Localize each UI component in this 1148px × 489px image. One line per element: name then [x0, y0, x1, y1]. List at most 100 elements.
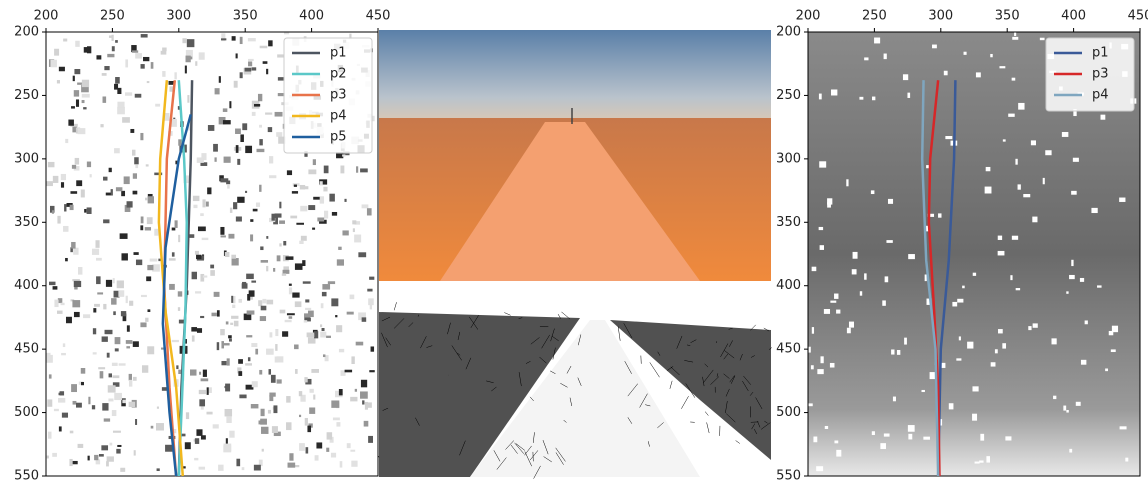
- background-pixel: [232, 295, 236, 304]
- background-pixel: [224, 252, 230, 258]
- mesh: [374, 302, 773, 479]
- background-pixel: [191, 271, 198, 280]
- y-tick-label: 450: [776, 342, 801, 357]
- background-pixel: [235, 216, 242, 222]
- background-pixel: [367, 288, 373, 292]
- background-pixel: [81, 85, 89, 93]
- mesh-edge: [726, 413, 736, 423]
- background-pixel: [53, 408, 59, 412]
- mesh-edge: [755, 397, 763, 410]
- background-pixel: [73, 90, 80, 97]
- background-pixel: [251, 67, 257, 71]
- background-pixel: [261, 426, 269, 434]
- mesh-edge: [385, 337, 391, 346]
- background-pixel: [300, 235, 307, 241]
- background-pixel: [83, 314, 91, 319]
- background-pixel: [230, 322, 234, 325]
- background-pixel: [80, 368, 86, 374]
- background-pixel: [185, 55, 191, 63]
- background-pixel: [306, 332, 315, 338]
- background-pixel: [191, 327, 198, 332]
- background-pixel: [1110, 349, 1116, 353]
- background-pixel: [224, 408, 233, 417]
- background-pixel: [50, 205, 55, 213]
- background-pixel: [126, 201, 133, 208]
- background-pixel: [155, 103, 161, 107]
- background-pixel: [121, 253, 128, 261]
- background-pixel: [308, 423, 313, 428]
- background-pixel: [222, 108, 228, 112]
- background-pixel: [836, 309, 841, 314]
- background-pixel: [131, 45, 137, 53]
- mesh-edge: [555, 452, 564, 465]
- background-pixel: [233, 202, 238, 210]
- background-pixel: [1079, 277, 1085, 282]
- background-pixel: [161, 387, 167, 391]
- background-pixel: [997, 235, 1003, 240]
- background-pixel: [285, 256, 294, 260]
- mesh-edge: [676, 335, 683, 349]
- background-pixel: [823, 309, 831, 314]
- mesh-edge: [706, 422, 710, 434]
- background-pixel: [152, 264, 160, 272]
- background-pixel: [81, 100, 85, 104]
- mesh-edge: [657, 422, 664, 429]
- mesh-edge: [751, 423, 756, 430]
- series-line: [936, 80, 957, 477]
- y-tick-label: 300: [776, 151, 801, 166]
- background-pixel: [176, 365, 179, 370]
- background-pixel: [1119, 197, 1126, 202]
- background-pixel: [183, 175, 191, 184]
- background-pixel: [140, 34, 148, 38]
- background-pixel: [83, 107, 87, 110]
- background-pixel: [974, 461, 980, 464]
- mesh-edge: [524, 445, 532, 456]
- background-pixel: [145, 164, 149, 167]
- background-pixel: [175, 160, 178, 165]
- mesh-edge: [685, 383, 696, 398]
- background-pixel: [218, 76, 221, 83]
- background-pixel: [207, 187, 212, 195]
- mesh-edge: [560, 383, 568, 388]
- y-tick-label: 200: [776, 25, 801, 40]
- background-pixel: [198, 389, 207, 395]
- x-tick-label: 450: [366, 9, 391, 24]
- background-pixel: [952, 301, 958, 307]
- background-pixel: [187, 124, 191, 131]
- background-pixel: [247, 357, 251, 362]
- background-pixel: [237, 367, 242, 374]
- background-pixel: [327, 281, 336, 285]
- mesh-edge: [555, 447, 566, 462]
- background-pixel: [963, 51, 967, 55]
- background-pixel: [91, 248, 100, 255]
- background-pixel: [210, 264, 215, 269]
- background-pixel: [1005, 436, 1012, 441]
- background-pixel: [329, 193, 335, 202]
- background-pixel: [259, 316, 267, 322]
- background-pixel: [269, 332, 273, 338]
- background-pixel: [1075, 401, 1081, 406]
- background-pixel: [47, 431, 52, 439]
- background-pixel: [208, 387, 212, 393]
- background-pixel: [235, 128, 241, 134]
- background-pixel: [1030, 140, 1037, 146]
- background-pixel: [810, 365, 814, 370]
- background-pixel: [140, 322, 147, 328]
- background-pixel: [206, 411, 213, 415]
- background-pixel: [178, 234, 181, 243]
- background-pixel: [104, 66, 110, 71]
- background-pixel: [924, 274, 927, 282]
- background-pixel: [242, 123, 248, 131]
- mesh-edge: [493, 450, 501, 462]
- background-pixel: [872, 96, 876, 101]
- mesh-edge: [730, 375, 736, 384]
- background-pixel: [184, 65, 187, 74]
- background-pixel: [200, 435, 206, 440]
- background-pixel: [198, 466, 206, 470]
- background-pixel: [321, 291, 327, 297]
- background-pixel: [77, 443, 84, 448]
- background-pixel: [200, 315, 205, 319]
- background-pixel: [107, 385, 116, 393]
- background-pixel: [112, 430, 121, 433]
- background-pixel: [350, 449, 356, 452]
